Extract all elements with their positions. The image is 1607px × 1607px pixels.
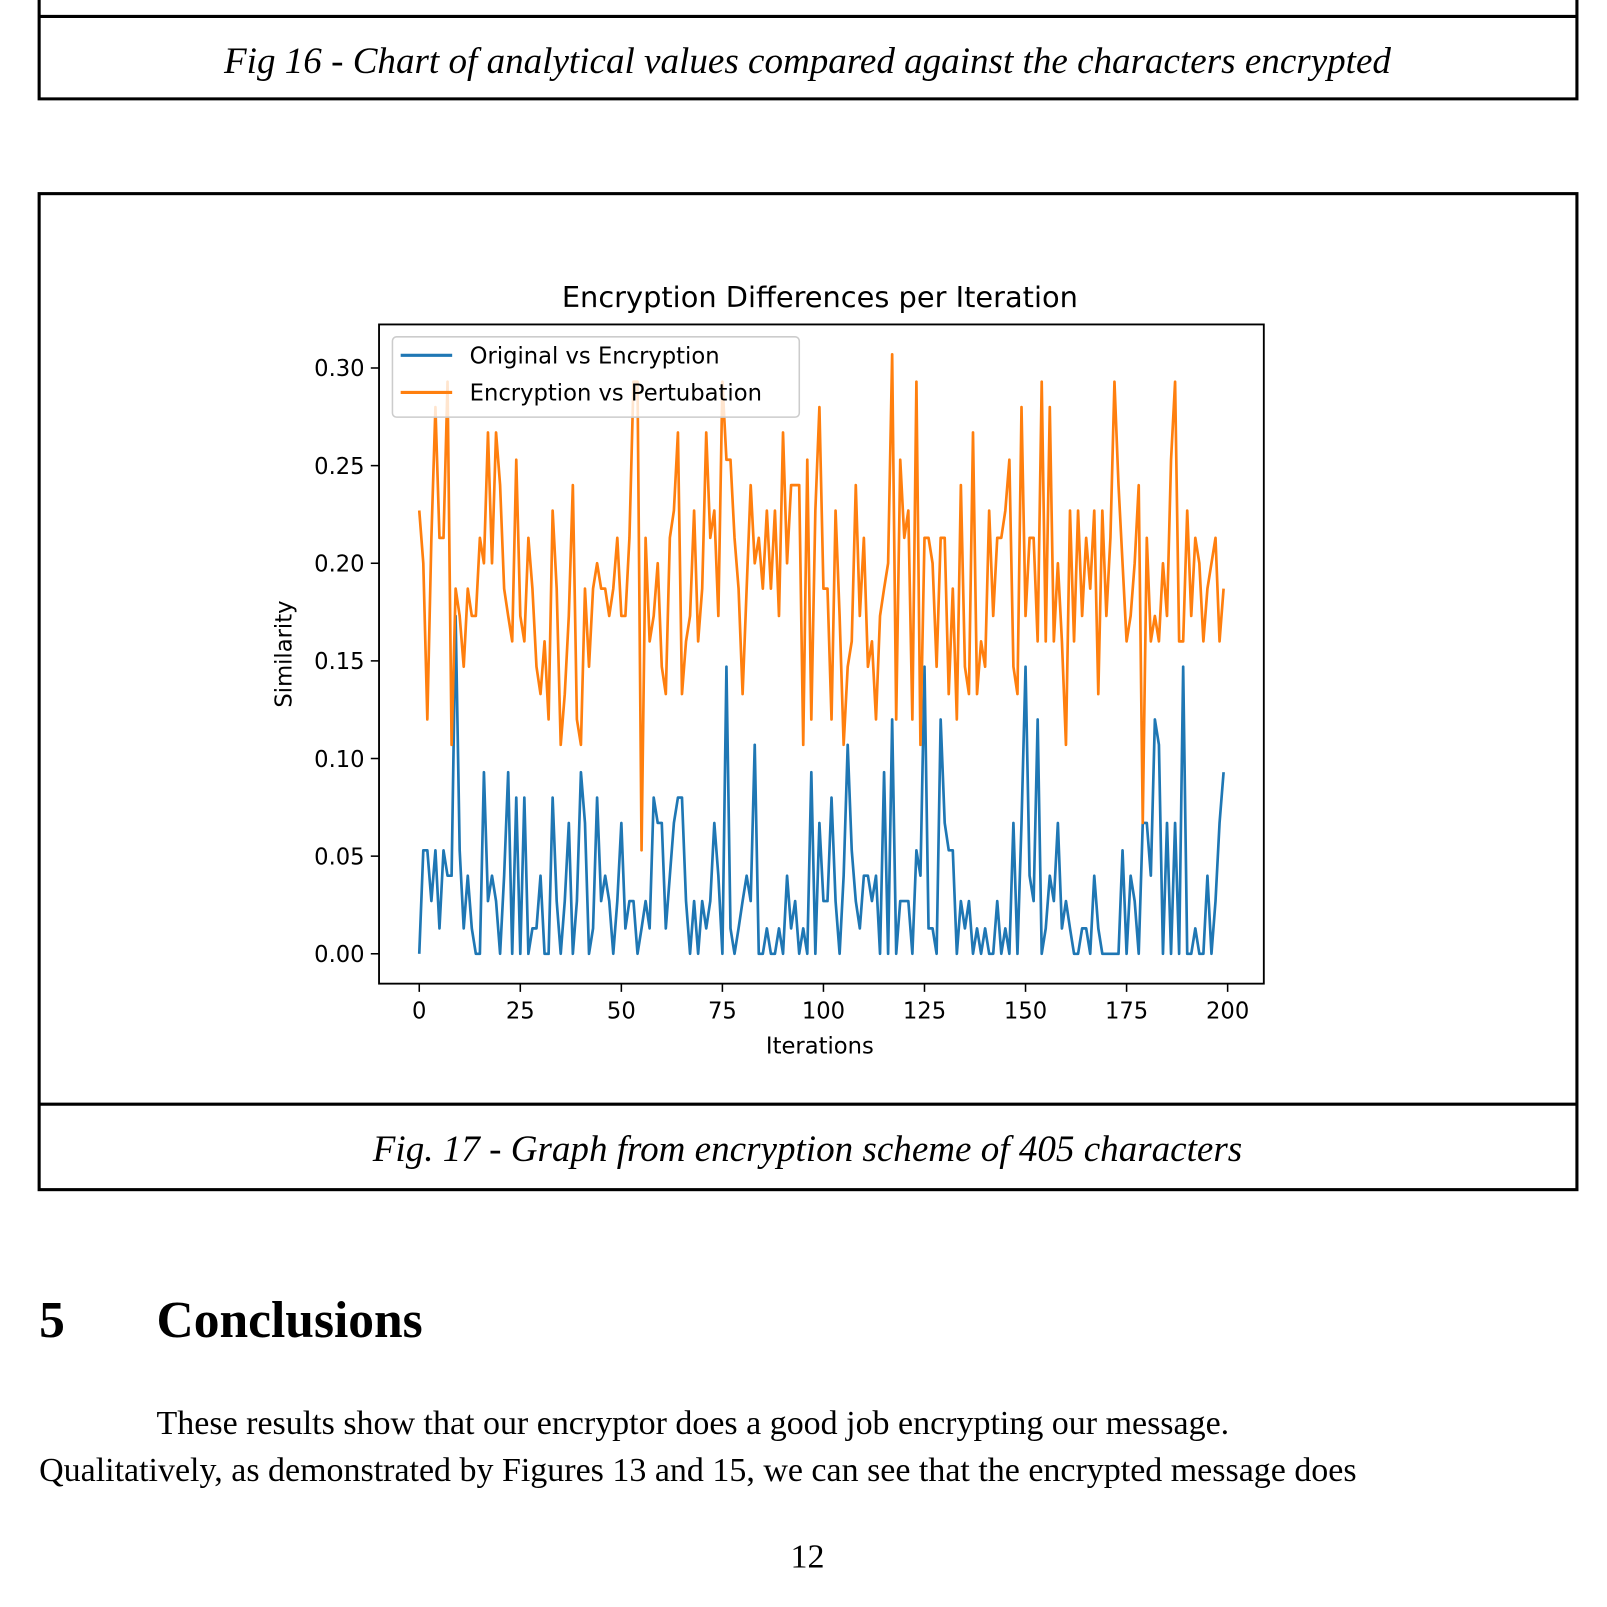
paragraph-line: These results show that our encryptor do…: [157, 1405, 1230, 1442]
section-number: 5: [39, 1292, 65, 1349]
y-tick-label: 0.20: [314, 551, 364, 577]
x-tick-label: 0: [412, 999, 426, 1025]
x-tick-label: 100: [802, 999, 845, 1025]
y-tick-label: 0.00: [314, 942, 364, 968]
legend-label: Encryption vs Pertubation: [470, 381, 762, 407]
x-tick-label: 150: [1004, 999, 1047, 1025]
y-axis-label: Similarity: [271, 600, 297, 707]
figure-16-frame: [37, 0, 1579, 101]
page-number: 12: [791, 1539, 825, 1576]
y-tick-label: 0.05: [314, 844, 364, 870]
x-tick-label: 25: [506, 999, 535, 1025]
x-tick-label: 175: [1105, 999, 1148, 1025]
x-tick-label: 200: [1206, 999, 1249, 1025]
series-line: [417, 614, 1225, 956]
section-title: Conclusions: [157, 1292, 423, 1349]
figure-caption: Fig. 17 - Graph from encryption scheme o…: [372, 1129, 1242, 1170]
figure-17-frame: [37, 192, 1579, 1192]
paragraph-line: Qualitatively, as demonstrated by Figure…: [39, 1452, 1356, 1489]
legend-box: [391, 336, 801, 418]
y-tick-label: 0.25: [314, 454, 364, 480]
figure-caption: Fig 16 - Chart of analytical values comp…: [223, 41, 1391, 82]
x-axis-label: Iterations: [766, 1034, 874, 1060]
x-tick-label: 75: [708, 999, 737, 1025]
y-tick-label: 0.10: [314, 747, 364, 773]
plot-frame: [378, 323, 1265, 985]
legend-label: Original vs Encryption: [470, 344, 720, 370]
series-line: [417, 352, 1225, 852]
x-tick-label: 125: [903, 999, 946, 1025]
x-tick-label: 50: [607, 999, 636, 1025]
y-tick-label: 0.15: [314, 649, 364, 675]
page-content: Fig 16 - Chart of analytical values comp…: [37, 0, 1579, 1576]
chart-title: Encryption Differences per Iteration: [562, 280, 1078, 314]
chart: Encryption Differences per Iteration Ite…: [271, 280, 1265, 1060]
y-tick-label: 0.30: [314, 356, 364, 382]
